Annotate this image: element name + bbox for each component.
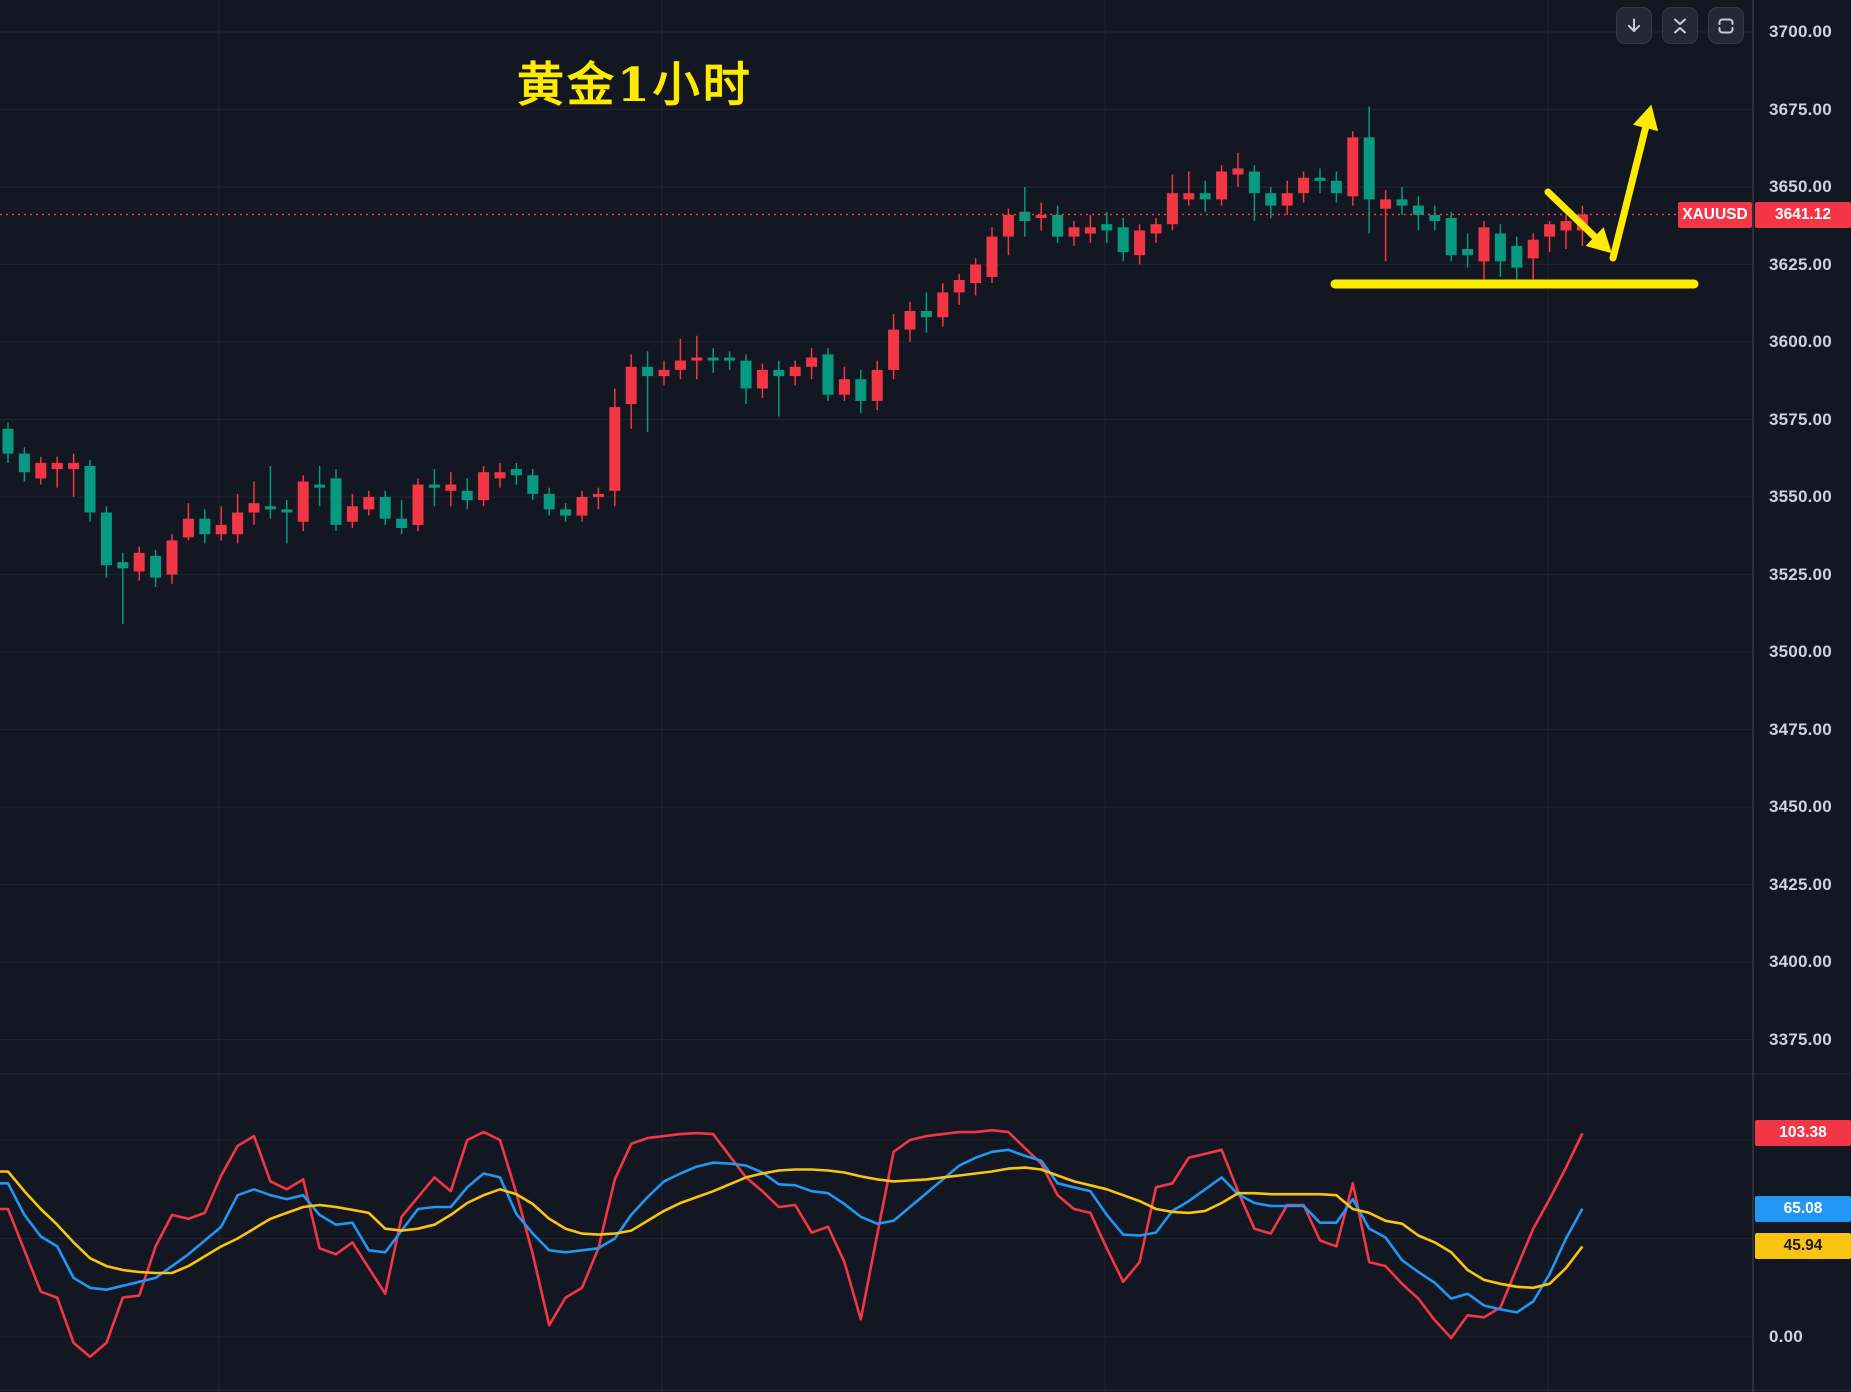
price-tick-label: 3650.00: [1769, 177, 1832, 196]
price-tick-label: 3525.00: [1769, 564, 1832, 584]
price-tick-label: 3675.00: [1769, 99, 1832, 119]
price-tick-label: 3500.00: [1769, 642, 1832, 661]
osc-value-label-slow: 45.94: [1755, 1233, 1851, 1260]
price-tick-label: 3450.00: [1769, 797, 1832, 816]
oscillator-line-slow: [0, 1166, 1584, 1290]
price-tick-label: 3550.00: [1769, 487, 1832, 506]
chart-title-annotation[interactable]: 黄金1小时: [517, 58, 753, 113]
osc-value-label-fast: 103.38: [1755, 1120, 1851, 1147]
stochastic-indicator-lines: [0, 1128, 1584, 1358]
collapse-pane-button[interactable]: [1662, 7, 1698, 44]
price-tick-label: 3425.00: [1769, 874, 1832, 894]
arrow-down-icon: [1624, 16, 1644, 36]
down-arrow-drawing: [1544, 188, 1600, 242]
up-arrow-drawing: [1609, 122, 1650, 262]
oscillator-line-mid: [0, 1148, 1584, 1314]
price-tick-label: 3700.00: [1769, 22, 1832, 41]
oscillator-line-fast: [0, 1128, 1584, 1358]
down-arrow-drawing-head: [1585, 227, 1612, 254]
maximize-pane-button[interactable]: [1708, 7, 1744, 44]
price-tick-label: 3625.00: [1769, 254, 1832, 274]
osc-value-label-mid: 65.08: [1755, 1195, 1851, 1222]
price-tick-label: 3475.00: [1769, 719, 1832, 739]
maximize-frame-icon: [1716, 16, 1736, 36]
price-tick-label: 3375.00: [1769, 1029, 1832, 1049]
collapse-chevrons-icon: [1670, 16, 1690, 36]
price-tick-label: 3400.00: [1769, 952, 1832, 971]
up-arrow-drawing-head: [1632, 104, 1659, 132]
scroll-to-recent-button[interactable]: [1616, 7, 1652, 44]
candlestick-series: [2, 106, 1588, 625]
price-tick-label: 3600.00: [1769, 332, 1832, 351]
price-tick-label: 3575.00: [1769, 409, 1832, 429]
oscillator-tick-label: 0.00: [1769, 1327, 1803, 1346]
last-price-label: 3641.12: [1755, 201, 1851, 228]
symbol-tag-label: XAUUSD: [1678, 201, 1752, 228]
pane-toolbar: [1616, 7, 1744, 44]
drawing-annotations[interactable]: [1330, 104, 1699, 289]
